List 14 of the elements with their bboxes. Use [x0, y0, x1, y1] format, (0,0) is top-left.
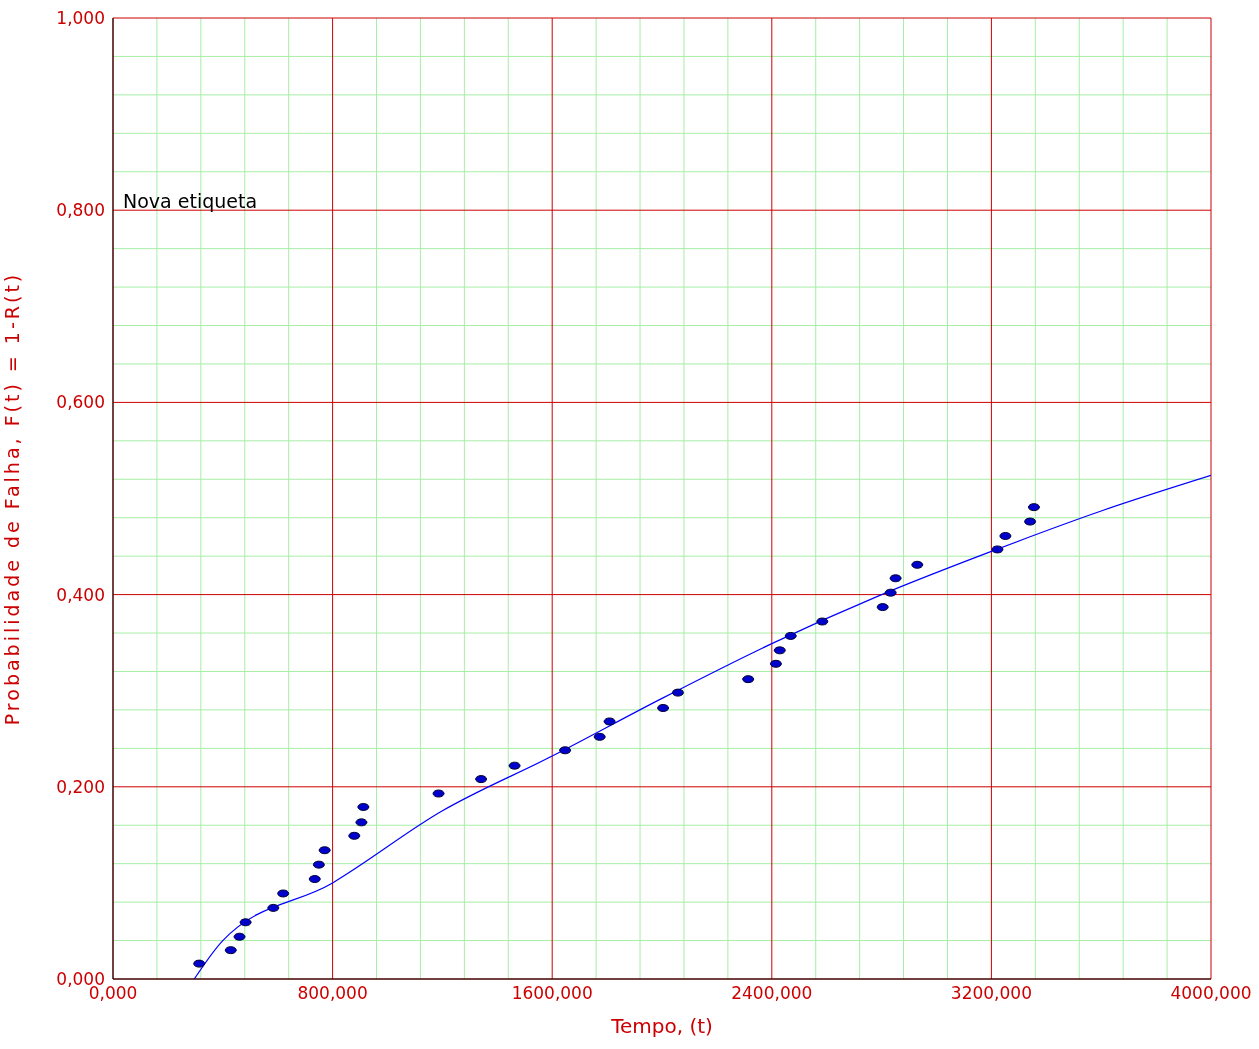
x-axis-title: Tempo, (t) — [610, 1014, 713, 1038]
x-tick-label: 2400,000 — [731, 983, 813, 1004]
x-tick-label: 1600,000 — [511, 983, 593, 1004]
line-series — [193, 474, 1211, 979]
y-tick-label: 0,800 — [56, 200, 105, 221]
x-tick-label: 800,000 — [297, 983, 368, 1004]
y-tick-label: 0,600 — [56, 392, 105, 413]
y-tick-label: 1,000 — [56, 8, 105, 29]
annotation: Nova etiqueta — [123, 190, 258, 212]
x-tick-label: 3200,000 — [950, 983, 1032, 1004]
x-tick-label: 4000,000 — [1170, 983, 1252, 1004]
y-tick-label: 0,200 — [56, 776, 105, 797]
y-tick-label: 0,400 — [56, 584, 105, 605]
y-axis-title: Probabilidade de Falha, F(t) = 1-R(t) — [0, 271, 23, 726]
